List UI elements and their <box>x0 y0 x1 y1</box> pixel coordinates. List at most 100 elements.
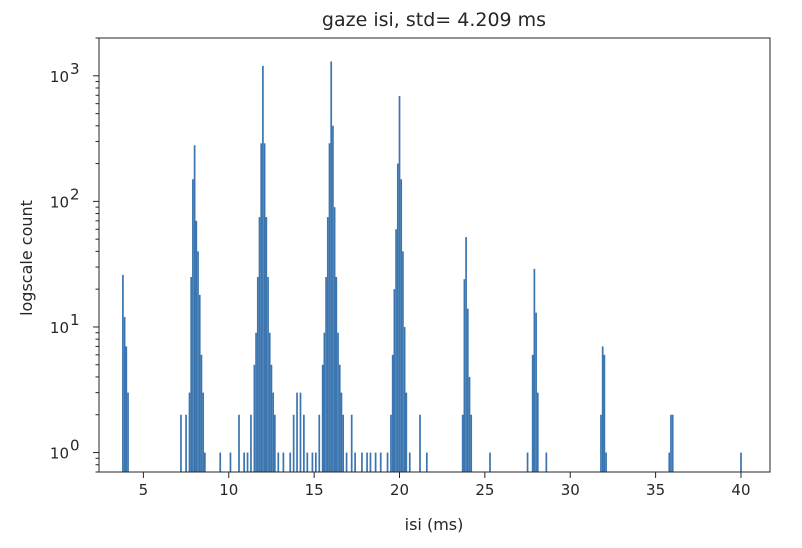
histogram-bar <box>603 354 606 472</box>
histogram-bar <box>379 452 382 472</box>
chart-title: gaze isi, std= 4.209 ms <box>322 9 546 31</box>
x-tick-label: 40 <box>731 481 750 499</box>
histogram-bar <box>402 251 404 472</box>
histogram-bar <box>299 392 302 472</box>
x-axis-label: isi (ms) <box>405 515 464 534</box>
histogram-bar <box>198 294 201 472</box>
y-tick-exponent: 0 <box>70 437 80 455</box>
histogram-bar <box>425 452 428 472</box>
histogram-bar <box>253 364 256 472</box>
histogram-bar <box>465 237 467 472</box>
histogram-bar <box>337 332 339 472</box>
histogram-bar <box>263 143 266 472</box>
x-tick-label: 5 <box>139 481 149 499</box>
x-tick-label: 30 <box>561 481 580 499</box>
y-tick-label: 10 <box>50 445 69 463</box>
histogram-bar <box>326 217 329 472</box>
histogram-bar <box>270 364 273 472</box>
histogram-bar <box>545 452 548 472</box>
histogram-bar <box>391 354 394 472</box>
x-tick-label: 25 <box>475 481 494 499</box>
histogram-bar <box>366 452 368 472</box>
histogram-bar <box>202 392 205 472</box>
histogram-bar <box>405 392 408 472</box>
y-tick-label: 10 <box>50 319 69 337</box>
histogram-bar <box>262 65 264 473</box>
x-tick-label: 20 <box>390 481 409 499</box>
histogram-bar <box>526 452 529 472</box>
histogram-bar <box>533 268 536 472</box>
histogram-bar <box>600 414 602 472</box>
histogram-bar <box>272 392 275 472</box>
y-tick-label: 10 <box>50 193 69 211</box>
histogram-bar <box>292 414 295 472</box>
y-tick-label: 10 <box>50 68 69 86</box>
histogram-bar <box>470 414 473 472</box>
histogram-bar <box>306 452 309 472</box>
histogram-bar <box>277 452 280 472</box>
histogram-bar <box>303 414 305 472</box>
histogram-bar <box>282 452 285 472</box>
histogram-bar <box>461 414 464 472</box>
histogram-bar <box>671 414 674 472</box>
histogram-bar <box>229 452 232 472</box>
x-tick-label: 10 <box>219 481 238 499</box>
histogram-bar <box>195 220 198 472</box>
histogram-bar <box>369 452 372 472</box>
histogram-bar <box>330 61 333 473</box>
histogram-bar <box>531 354 534 472</box>
histogram-bar <box>395 229 397 472</box>
histogram-bar <box>125 346 128 472</box>
y-tick-exponent: 1 <box>70 311 80 329</box>
plot-frame <box>98 37 771 473</box>
histogram-bar <box>398 96 401 472</box>
histogram-bar <box>342 414 345 472</box>
histogram-bar <box>605 452 607 472</box>
histogram-bar <box>192 179 194 472</box>
histogram-bar <box>332 125 334 472</box>
histogram-bar <box>267 276 269 472</box>
histogram-bar <box>536 392 539 472</box>
histogram-bar <box>390 414 392 472</box>
histogram-bar <box>250 414 252 472</box>
histogram-bar <box>323 332 326 472</box>
x-tick-label: 15 <box>305 481 324 499</box>
histogram-bar <box>601 346 604 472</box>
histogram-bar <box>200 354 203 472</box>
histogram-bar <box>204 452 206 472</box>
histogram-bar <box>260 143 263 472</box>
histogram-bar <box>123 317 126 472</box>
histogram-bar <box>338 364 341 472</box>
histogram-bar <box>386 452 389 472</box>
histogram-bar <box>256 276 259 472</box>
x-tick-label: 35 <box>646 481 665 499</box>
histogram-bar <box>265 217 268 472</box>
histogram-bar <box>238 414 240 472</box>
y-tick-exponent: 3 <box>70 60 80 78</box>
histogram-bar <box>374 452 377 472</box>
histogram-bar <box>489 452 491 472</box>
histogram-bar <box>255 332 257 472</box>
y-axis-label: logscale count <box>17 200 36 316</box>
histogram-bar <box>197 251 199 472</box>
histogram-bar <box>274 414 276 472</box>
histogram-bar <box>289 452 292 472</box>
histogram-bar <box>185 414 187 472</box>
histogram-bar <box>258 217 261 472</box>
bars-group <box>122 61 742 473</box>
histogram-bar <box>400 179 403 472</box>
histogram-bar <box>328 143 331 472</box>
y-tick-exponent: 2 <box>70 185 80 203</box>
histogram-bar <box>188 392 191 472</box>
histogram-bar <box>219 452 222 472</box>
histogram-bar <box>670 414 672 472</box>
histogram-bar <box>127 392 129 472</box>
histogram-bar <box>403 326 406 472</box>
histogram-bar <box>296 392 298 472</box>
histogram-bar <box>325 276 327 472</box>
histogram-bar <box>740 452 742 472</box>
histogram-bar <box>466 308 469 472</box>
histogram-bar <box>311 452 314 472</box>
